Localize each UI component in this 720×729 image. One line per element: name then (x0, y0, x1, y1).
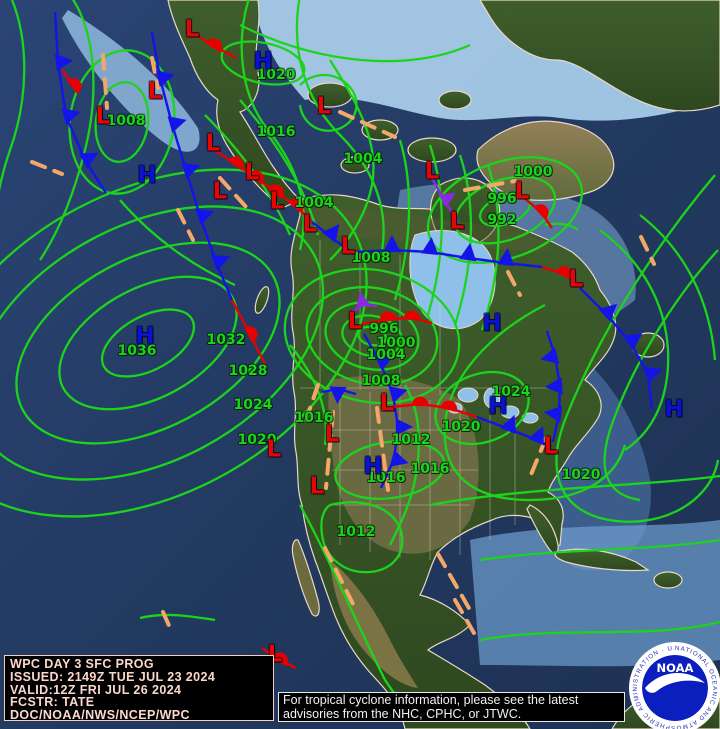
isobar-label: 1004 (294, 195, 334, 211)
isobar-label: 1000 (513, 164, 553, 180)
isobar-label: 1024 (233, 397, 273, 413)
occluded-front (430, 177, 460, 223)
isobar-label: 1016 (410, 461, 450, 477)
cold-front (53, 11, 108, 194)
cold-front (476, 414, 552, 449)
isobar-label: 1020 (237, 432, 277, 448)
high-pressure-marker: H (135, 323, 155, 350)
low-pressure-marker: L (449, 208, 465, 235)
high-pressure-marker: H (363, 453, 383, 480)
legend-valid: VALID:12Z FRI JUL 26 2024 (10, 682, 182, 697)
low-pressure-marker: L (324, 421, 340, 448)
low-pressure-marker: L (269, 188, 285, 215)
isobar-label: 996 (369, 321, 399, 337)
low-pressure-marker: L (244, 159, 260, 186)
legend-forecaster: FCSTR: TATE (10, 695, 95, 710)
isobar-label: 1020 (441, 419, 481, 435)
cold-front (540, 330, 563, 443)
warm-front (61, 69, 82, 95)
isobar-label: 1012 (336, 524, 376, 540)
isobar-label: 1016 (294, 410, 334, 426)
cold-front (355, 234, 543, 269)
low-pressure-marker: L (424, 158, 440, 185)
legend-agency: DOC/NOAA/NWS/NCEP/WPC (10, 708, 190, 722)
isobar-label: 1008 (351, 250, 391, 266)
low-pressure-marker: L (205, 130, 221, 157)
warm-front (191, 30, 237, 60)
low-pressure-marker: L (543, 433, 559, 460)
cold-front (150, 31, 234, 301)
isobar-label: 1020 (561, 467, 601, 483)
low-pressure-marker: L (379, 390, 395, 417)
isobar-label: 1004 (366, 347, 406, 363)
legend-box: WPC DAY 3 SFC PROG ISSUED: 2149Z TUE JUL… (4, 655, 274, 721)
isobar-label: 1008 (361, 373, 401, 389)
isobar-label: 1020 (256, 67, 296, 83)
cold-front (321, 386, 357, 405)
low-pressure-marker: L (309, 473, 325, 500)
isobar-label: 1012 (391, 432, 431, 448)
cold-front (362, 333, 414, 489)
warm-front (523, 197, 553, 229)
low-pressure-marker: L (514, 178, 530, 205)
warm-front (391, 396, 478, 419)
low-pressure-marker: L (316, 93, 332, 120)
legend-title: WPC DAY 3 SFC PROG (10, 657, 155, 671)
isobar-label: 1028 (228, 363, 268, 379)
low-pressure-marker: L (568, 266, 584, 293)
isobar-label: 1016 (256, 124, 296, 140)
low-pressure-marker: L (147, 78, 163, 105)
mexico-terrain (330, 560, 418, 688)
legend-issued: ISSUED: 2149Z TUE JUL 23 2024 (10, 669, 216, 684)
low-pressure-marker: L (347, 308, 363, 335)
isobar-label: 996 (487, 191, 517, 207)
low-pressure-marker: L (212, 178, 228, 205)
warm-front (230, 299, 268, 367)
high-pressure-marker: H (488, 393, 508, 420)
tropical-notice-line2: advisories from the NHC, CPHC, or JTWC. (283, 706, 522, 721)
high-pressure-marker: H (137, 162, 157, 189)
isobar-label: 1004 (343, 151, 383, 167)
isobar-label: 1024 (491, 384, 531, 400)
warm-front (361, 310, 433, 326)
noaa-logo: NATIONAL OCEANIC AND ATMOSPHERIC ADMINIS… (629, 642, 720, 729)
warm-front (261, 647, 297, 670)
high-pressure-marker: H (664, 396, 684, 423)
warm-front (213, 148, 313, 223)
tropical-notice: For tropical cyclone information, please… (278, 692, 625, 722)
low-pressure-marker: L (95, 103, 111, 130)
low-pressure-marker: L (340, 233, 356, 260)
occluded-front (349, 291, 378, 315)
low-pressure-marker: L (266, 436, 282, 463)
isobar-label: 1032 (206, 332, 246, 348)
isobar-label: 1036 (117, 343, 157, 359)
high-pressure-marker: H (253, 48, 273, 75)
cold-front (579, 287, 663, 409)
isobar-label: 1000 (376, 335, 416, 351)
high-pressure-marker: H (482, 310, 502, 337)
low-pressure-marker: L (302, 211, 318, 238)
isobar-label: 1008 (106, 113, 146, 129)
noaa-logo-text: NOAA (657, 661, 694, 675)
isobar-label: 992 (487, 212, 517, 228)
fronts (53, 11, 663, 670)
warm-front (541, 265, 581, 286)
tropical-notice-line1: For tropical cyclone information, please… (283, 693, 579, 707)
isobar-label: 1016 (366, 470, 406, 486)
low-pressure-marker: L (184, 16, 200, 43)
cold-front (311, 221, 349, 251)
